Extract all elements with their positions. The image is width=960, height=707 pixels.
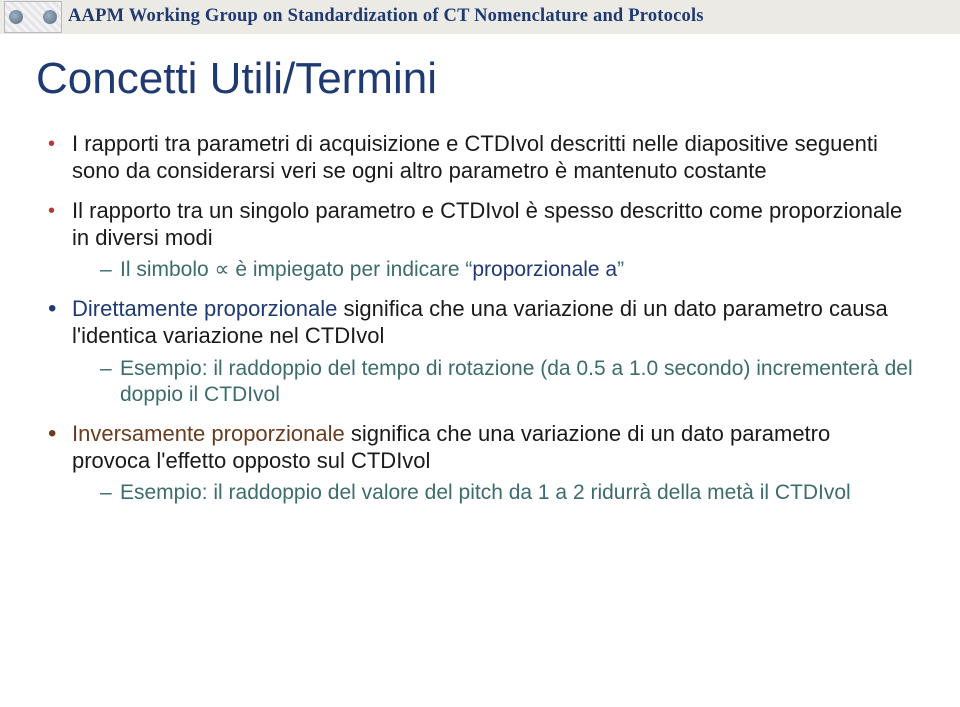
sub-text: Esempio: il raddoppio del valore del pit… [120, 481, 851, 504]
sub-text-a: Il simbolo [120, 258, 215, 281]
sub-text-d: ” [617, 258, 624, 281]
bullet-item: Il rapporto tra un singolo parametro e C… [46, 197, 914, 284]
slide-content: I rapporti tra parametri di acquisizione… [46, 130, 914, 518]
sub-list: Esempio: il raddoppio del tempo di rotaz… [72, 356, 914, 408]
sub-list: Il simbolo ∝ è impiegato per indicare “p… [72, 257, 914, 283]
sub-bullet-item: Il simbolo ∝ è impiegato per indicare “p… [100, 257, 914, 283]
proportional-symbol: ∝ [215, 258, 230, 281]
bullet-text: Il rapporto tra un singolo parametro e C… [72, 198, 902, 250]
sub-list: Esempio: il raddoppio del valore del pit… [72, 480, 914, 506]
sub-bullet-item: Esempio: il raddoppio del valore del pit… [100, 480, 914, 506]
term-proporzionale-a: proporzionale a [472, 258, 617, 281]
bullet-item: Direttamente proporzionale significa che… [46, 295, 914, 408]
sub-text-b: è impiegato per indicare “ [230, 258, 473, 281]
bullet-item: I rapporti tra parametri di acquisizione… [46, 130, 914, 185]
bullet-list: I rapporti tra parametri di acquisizione… [46, 130, 914, 506]
banner: AAPM Working Group on Standardization of… [0, 0, 960, 34]
page-title: Concetti Utili/Termini [36, 54, 437, 104]
sub-bullet-item: Esempio: il raddoppio del tempo di rotaz… [100, 356, 914, 408]
term-direttamente-proporzionale: Direttamente proporzionale [72, 296, 337, 321]
bullet-item: Inversamente proporzionale significa che… [46, 420, 914, 507]
banner-thumbnail [4, 1, 62, 33]
bullet-text: I rapporti tra parametri di acquisizione… [72, 131, 878, 183]
sub-text: Esempio: il raddoppio del tempo di rotaz… [120, 357, 913, 406]
slide: AAPM Working Group on Standardization of… [0, 0, 960, 707]
term-inversamente-proporzionale: Inversamente proporzionale [72, 421, 345, 446]
banner-title: AAPM Working Group on Standardization of… [68, 6, 950, 27]
